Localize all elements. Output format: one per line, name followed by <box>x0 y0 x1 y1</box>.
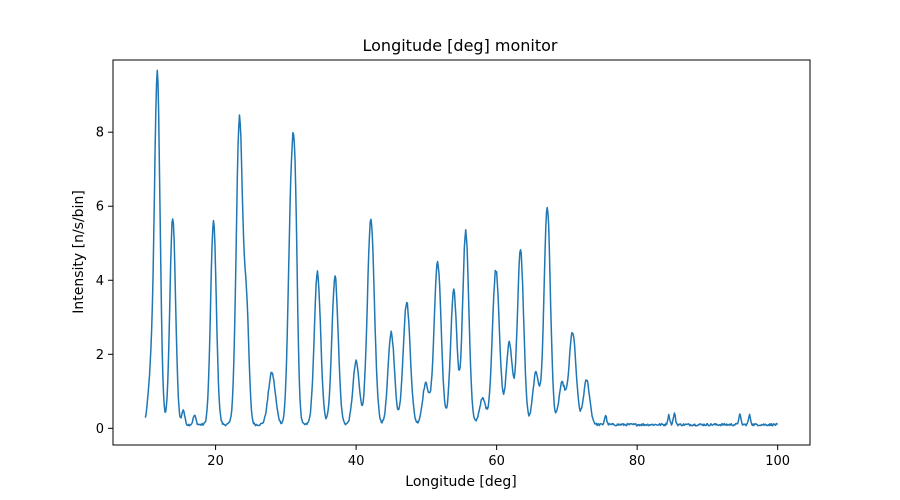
y-tick-label: 2 <box>96 348 104 363</box>
plot-frame <box>112 59 811 446</box>
y-tick-label: 8 <box>96 126 104 141</box>
y-tick-label: 6 <box>96 200 104 215</box>
plot-area <box>113 60 810 445</box>
x-axis-label: Longitude [deg] <box>405 474 516 490</box>
x-tick-label: 100 <box>765 454 790 469</box>
x-axis-ticks: 20 40 60 80 100 <box>207 445 790 469</box>
y-axis-ticks: 0 2 4 6 8 <box>96 126 113 437</box>
series-line <box>144 69 779 427</box>
x-tick-label: 20 <box>207 454 224 469</box>
x-tick-label: 40 <box>348 454 365 469</box>
series-layer <box>144 69 779 427</box>
chart-title: Longitude [deg] monitor <box>363 36 558 55</box>
y-tick-label: 4 <box>96 274 104 289</box>
y-axis-label: Intensity [n/s/bin] <box>71 190 87 314</box>
x-tick-label: 80 <box>629 454 646 469</box>
y-tick-label: 0 <box>96 422 104 437</box>
x-tick-label: 60 <box>488 454 505 469</box>
